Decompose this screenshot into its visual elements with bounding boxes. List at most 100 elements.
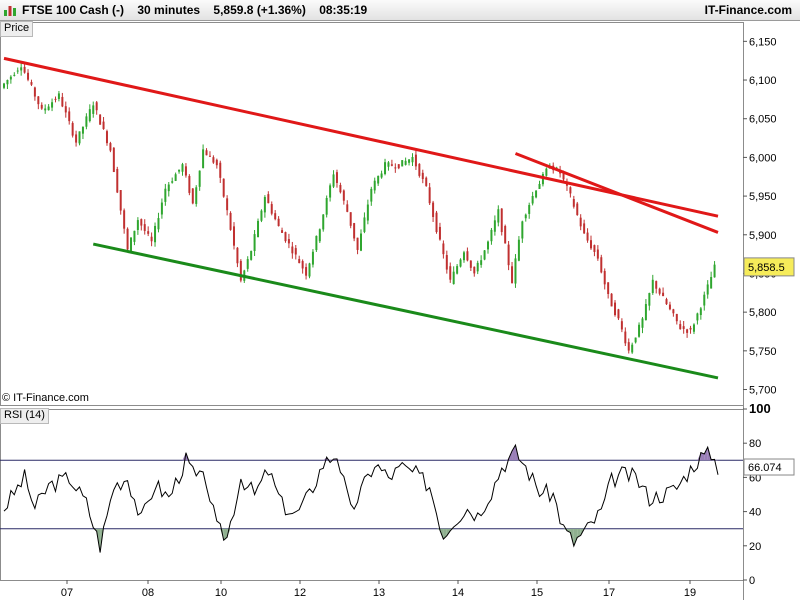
candle-body [593, 245, 596, 252]
candle-body [449, 266, 452, 280]
candle-body [408, 159, 411, 163]
candle-body [40, 104, 43, 109]
rsi-oversold-fill [577, 528, 581, 538]
candle-body [51, 102, 54, 108]
candle-body [658, 288, 661, 294]
candle-body [329, 185, 332, 198]
candle-body [236, 247, 239, 264]
candle-body [164, 188, 167, 202]
x-axis-tick-label: 13 [373, 587, 385, 599]
candle-body [284, 232, 287, 242]
candle-body [154, 225, 157, 243]
candle-body [332, 174, 335, 187]
last-price-label: 5,858.5 [748, 262, 785, 274]
candle-body [215, 159, 218, 166]
rsi-overbought-fill [704, 447, 708, 461]
candle-body [287, 239, 290, 244]
candle-body [363, 217, 366, 232]
candle-body [686, 329, 689, 333]
candle-body [277, 218, 280, 227]
candle-body [9, 76, 12, 80]
candle-body [490, 229, 493, 242]
rsi-line [3, 443, 719, 553]
candle-body [648, 293, 651, 306]
candle-body [462, 252, 465, 261]
candle-body [483, 250, 486, 260]
x-axis-tick-label: 12 [294, 587, 306, 599]
candle-body [202, 149, 205, 168]
candle-body [184, 166, 187, 176]
candle-body [95, 102, 98, 111]
candle-body [665, 299, 668, 305]
candle-body [435, 212, 438, 233]
candle-body [438, 226, 441, 240]
candle-body [390, 164, 393, 166]
candle-body [514, 258, 517, 284]
candle-body [384, 162, 387, 175]
candle-body [394, 167, 397, 169]
candle-body [37, 96, 40, 105]
candle-body [6, 79, 9, 85]
candle-body [404, 160, 407, 165]
rsi-oversold-fill [436, 528, 440, 531]
candle-body [342, 190, 345, 201]
candle-body [195, 187, 198, 204]
candle-body [109, 143, 112, 151]
candle-body [641, 318, 644, 328]
candle-body [545, 168, 548, 176]
candle-body [257, 220, 260, 238]
candle-body [497, 209, 500, 223]
chart-header: FTSE 100 Cash (-) 30 minutes 5,859.8 (+1… [0, 0, 800, 21]
candle-body [500, 208, 503, 233]
candle-body [181, 164, 184, 172]
candle-body [335, 172, 338, 183]
candle-body [54, 98, 57, 100]
candle-body [78, 131, 81, 144]
candle-body [627, 342, 630, 351]
resistance-trendline [514, 152, 719, 234]
rsi-y-tick-label: 0 [749, 575, 755, 587]
candle-body [614, 302, 617, 316]
candle-body [123, 210, 126, 229]
candle-body [456, 266, 459, 274]
candle-body [305, 267, 308, 276]
candle-body [380, 173, 383, 178]
candle-body [524, 214, 527, 219]
candle-body [301, 261, 304, 269]
candle-body [696, 313, 699, 321]
candle-body [706, 284, 709, 295]
price-y-tick-label: 6,150 [749, 36, 777, 48]
candle-body [315, 235, 318, 251]
candle-body [27, 72, 30, 80]
rsi-overbought-fill [512, 445, 516, 461]
candle-body [219, 162, 222, 178]
candle-body [356, 237, 359, 250]
candle-body [366, 204, 369, 221]
x-axis-tick-label: 15 [531, 587, 543, 599]
candle-body [16, 70, 19, 72]
rsi-overbought-fill [700, 452, 705, 461]
candle-body [157, 218, 160, 230]
candle-body [692, 324, 695, 332]
candle-body [596, 249, 599, 259]
candle-body [607, 282, 610, 295]
candle-body [631, 344, 634, 353]
candle-body [703, 294, 706, 306]
candle-body [459, 259, 462, 267]
candle-body [346, 204, 349, 212]
candle-body [47, 106, 50, 111]
candle-body [85, 116, 88, 127]
candle-body [414, 154, 417, 167]
candle-body [624, 331, 627, 344]
candle-body [246, 259, 249, 269]
rsi-overbought-fill [505, 458, 509, 461]
candle-body [75, 134, 78, 143]
instrument-summary: FTSE 100 Cash (-) 30 minutes 5,859.8 (+1… [22, 3, 367, 17]
candle-body [229, 212, 232, 230]
candle-body [538, 183, 541, 189]
rsi-overbought-fill [714, 459, 718, 461]
price-y-tick-label: 5,800 [749, 307, 777, 319]
candle-body [13, 74, 16, 76]
rsi-last-box [743, 458, 795, 476]
brand-name[interactable]: IT-Finance.com [704, 3, 792, 17]
